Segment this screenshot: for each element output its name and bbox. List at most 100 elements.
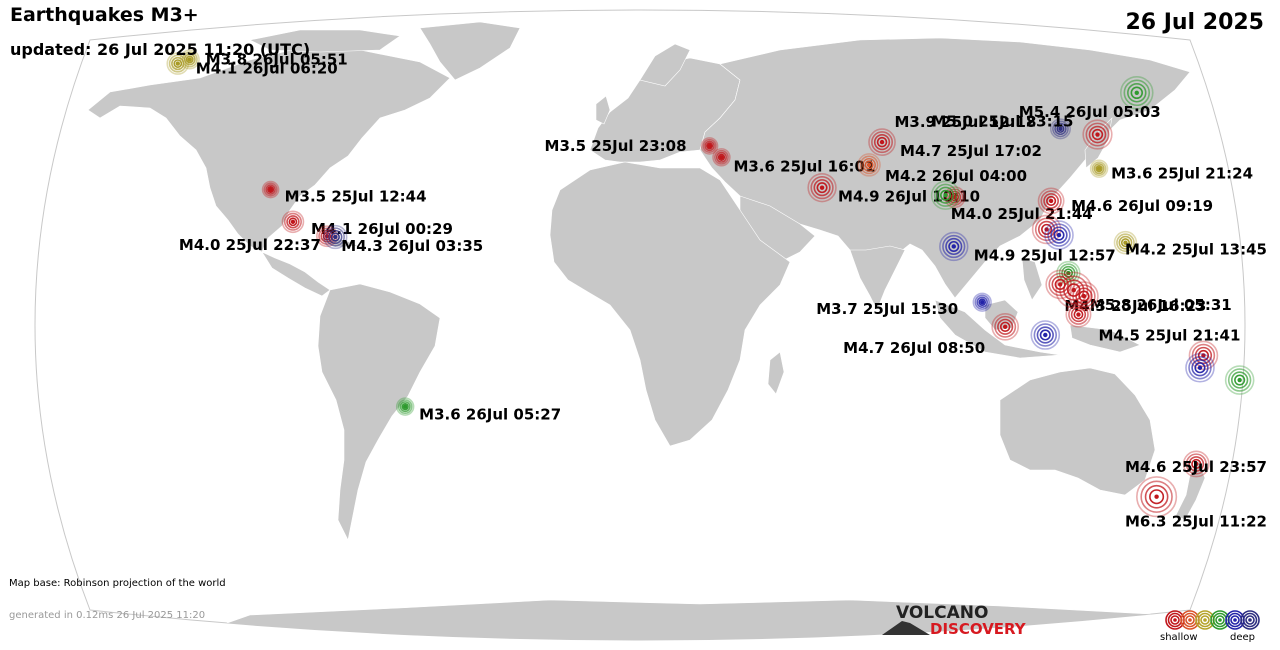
earthquake-marker[interactable]: M4.5 25Jul 21:41 [1065,301,1240,345]
updated-timestamp: updated: 26 Jul 2025 11:20 (UTC) [10,40,311,59]
earthquake-ring [173,59,183,68]
earthquake-ring [399,401,411,413]
earthquake-ring [706,142,714,150]
earthquake-label: M5.4 26Jul 05:03 [1019,103,1161,121]
legend-dot [1218,618,1222,622]
earthquake-ring [1051,275,1069,294]
earthquake-ring [994,315,1017,338]
earthquake-ring [1045,269,1075,300]
generated-note: generated in 0.12ms 26 Jul 2025 11:20 [9,610,206,621]
earthquake-marker[interactable]: M4.2 25Jul 13:45 [1113,230,1267,259]
earthquake-marker[interactable]: M5.4 26Jul 05:03 [1019,76,1161,121]
earthquake-label: M4.3 25Jul 16:23 [1064,297,1206,315]
earthquake-marker[interactable]: M4.6 26Jul 09:19 [1037,187,1213,215]
earthquake-marker[interactable] [930,180,961,210]
earthquake-marker[interactable]: M3.7 25Jul 15:30 [816,292,992,318]
earthquake-marker[interactable]: M4.2 26Jul 04:00 [857,153,1027,185]
earthquake-label: M4.1 26Jul 00:29 [311,220,453,238]
earthquake-marker-unlabeled[interactable] [1030,320,1061,350]
legend-ring [1242,612,1258,628]
earthquake-ring [1191,359,1209,377]
earthquake-marker[interactable]: M4.6 25Jul 23:57 [1125,450,1267,478]
earthquake-epicenter [866,162,872,168]
earthquake-marker[interactable]: M4.3 26Jul 03:35 [323,224,483,255]
earthquake-ring [265,184,276,195]
earthquake-ring [1136,476,1178,518]
earthquake-marker[interactable]: M3.5 25Jul 23:08 [545,137,719,155]
earthquake-epicenter [1044,227,1049,232]
greenland [419,21,521,81]
earthquake-ring [1031,214,1062,245]
earthquake-ring [1127,83,1147,103]
earthquake-ring [1085,122,1110,147]
earthquake-ring [395,397,415,416]
earthquake-marker-unlabeled[interactable] [1044,220,1074,250]
earthquake-marker-unlabeled[interactable] [1188,340,1219,371]
earthquake-ring [1033,323,1058,347]
earthquake-marker-unlabeled[interactable] [1185,352,1215,383]
earthquake-marker[interactable]: M3.6 25Jul 21:24 [1089,159,1253,183]
earthquake-marker[interactable]: M4.7 25Jul 17:02 [868,128,1042,160]
legend-dot [1173,618,1177,622]
earthquake-epicenter [1134,90,1139,95]
philippines [1021,257,1043,301]
volcanodiscovery-logo[interactable]: VOLCANO DISCOVERY [880,603,1040,643]
earthquake-epicenter [879,139,885,145]
earthquake-ring [1088,125,1107,144]
earthquake-epicenter [980,300,985,305]
earthquake-ring [1091,128,1104,141]
earthquake-marker-unlabeled[interactable] [1031,214,1062,245]
legend-ring [1185,615,1195,625]
earthquake-marker[interactable]: M4.9 25Jul 12:57 [939,231,1116,265]
earthquake-ring [1046,195,1057,207]
earthquake-epicenter [402,404,408,409]
earthquake-marker[interactable]: M3.9 25Jul 12:18 [894,113,1071,140]
earthquake-ring [702,138,717,153]
earthquake-ring [323,224,348,250]
earthquake-marker[interactable]: M4.1 26Jul 00:29 [281,210,453,238]
earthquake-ring [999,321,1011,333]
earthquake-ring [286,215,300,229]
earthquake-marker[interactable]: M4.1 26Jul 06:20 [166,52,338,78]
earthquake-epicenter [1002,324,1008,330]
earthquake-marker[interactable]: M5.0 25Jul 23:15 [931,113,1113,150]
earthquake-marker[interactable]: M4.7 26Jul 08:50 [843,312,1020,357]
earthquake-marker[interactable]: M3.5 25Jul 12:44 [261,180,427,206]
earthquake-marker[interactable]: M6.3 25Jul 11:22 [1125,476,1267,531]
earthquake-label: M4.2 26Jul 04:00 [885,167,1027,185]
earthquake-ring [185,55,194,64]
legend-dot [1203,618,1207,622]
legend-dot [1248,618,1252,622]
legend-shallow-label: shallow [1160,632,1198,643]
earthquake-label: M4.0 25Jul 22:37 [179,236,321,254]
earthquake-ring [1130,86,1144,100]
earthquake-ring [288,217,298,227]
earthquake-marker-unlabeled[interactable] [1224,365,1255,395]
earthquake-ring [714,149,729,165]
legend-ring [1245,615,1255,625]
earthquake-ring [1119,76,1154,110]
earthquake-marker[interactable]: M3.6 25Jul 16:01 [712,148,875,175]
earthquake-ring [1191,458,1202,470]
earthquake-label: M3.7 25Jul 15:30 [816,300,958,318]
earthquake-epicenter [1066,270,1071,276]
earthquake-ring [862,157,876,172]
earthquake-ring [936,186,955,204]
earthquake-epicenter [1095,132,1100,137]
earthquake-label: M4.9 26Jul 10:10 [838,188,980,206]
earthquake-marker[interactable]: M5.8 26Jul 05:31 [1055,271,1232,314]
earthquake-label: M6.3 25Jul 11:22 [1125,513,1267,531]
earthquake-ring [263,182,278,197]
earthquake-marker[interactable]: M4.9 26Jul 10:10 [807,172,980,206]
earthquake-marker-unlabeled[interactable] [1069,281,1099,311]
earthquake-ring [330,232,340,242]
earthquake-ring [1188,356,1212,380]
earthquake-ring [700,137,719,155]
earthquake-epicenter [187,57,192,62]
earthquake-marker[interactable]: M3.6 26Jul 05:27 [395,397,561,424]
earthquake-ring [1040,190,1062,212]
earthquake-marker-unlabeled[interactable] [1045,269,1075,300]
depth-legend: shallow deep [1160,608,1270,648]
